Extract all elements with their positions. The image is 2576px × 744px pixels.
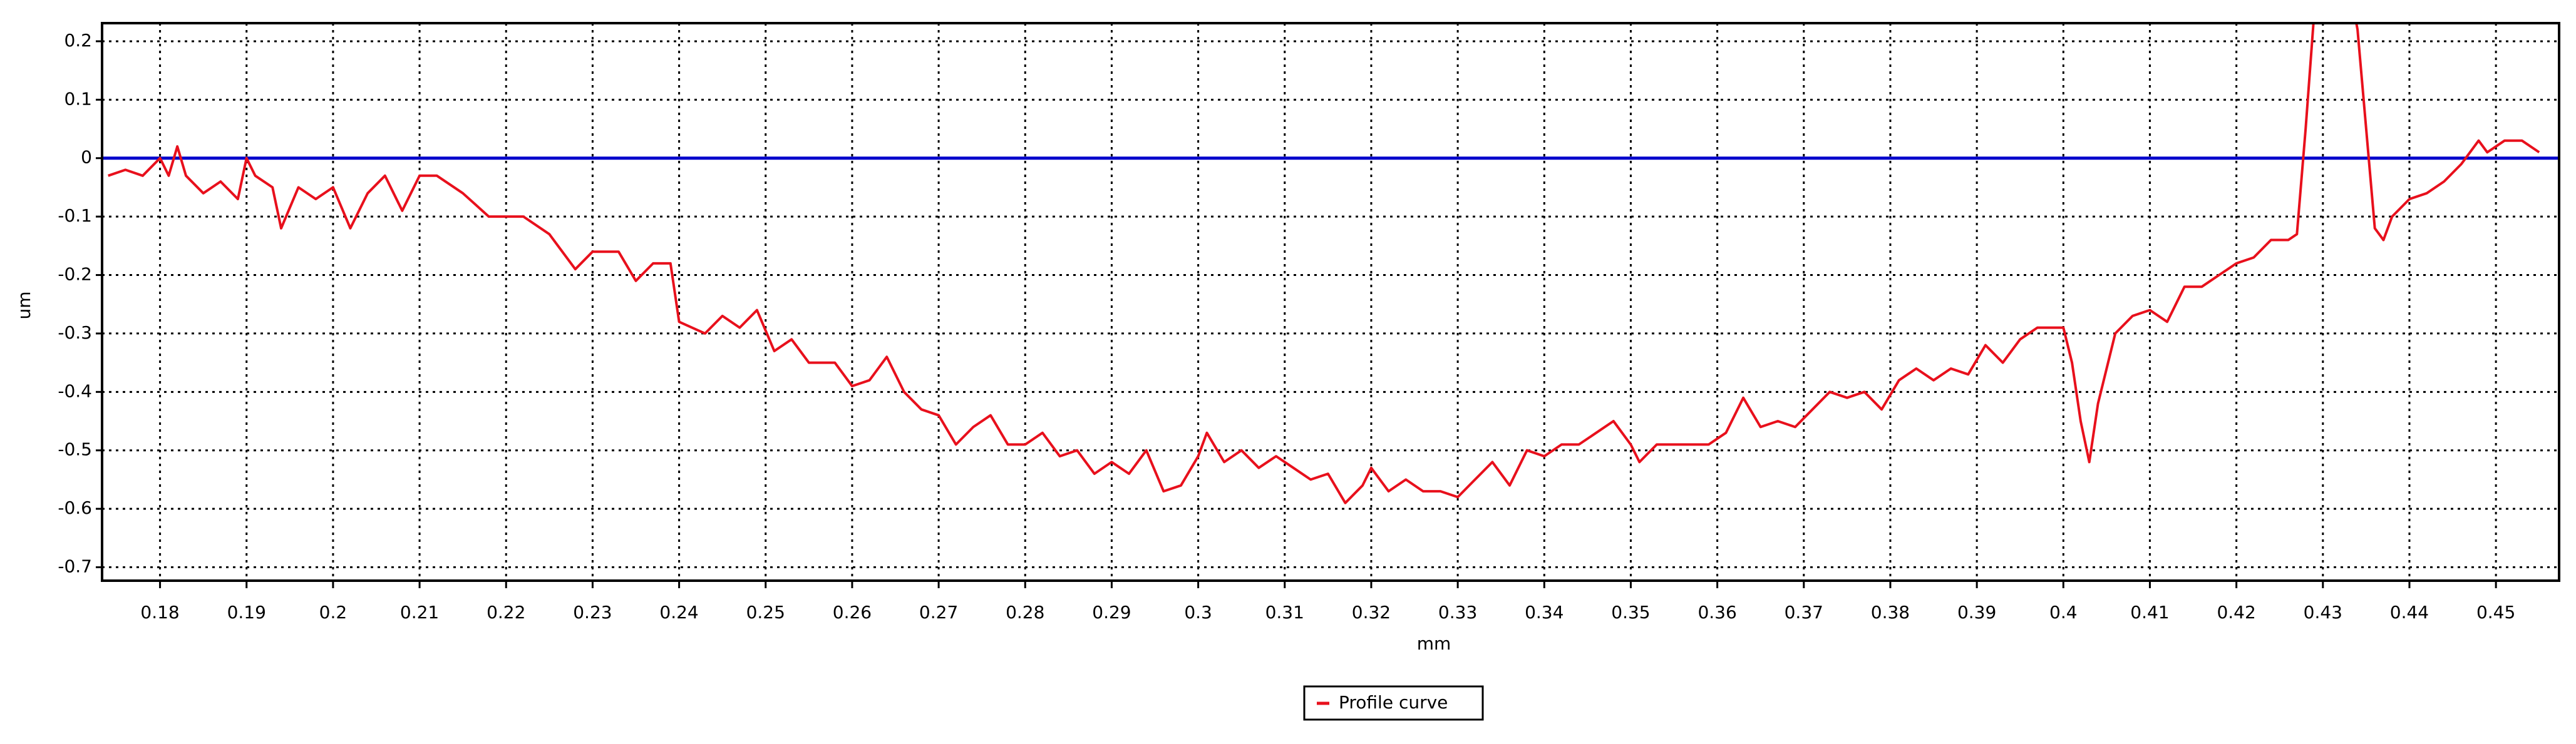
y-tick-label: 0 — [81, 147, 92, 168]
x-tick-label: 0.4 — [2049, 602, 2078, 623]
x-tick-label: 0.2 — [319, 602, 348, 623]
y-tick-label: -0.6 — [58, 497, 92, 518]
x-tick-label: 0.26 — [833, 602, 872, 623]
x-tick-label: 0.38 — [1871, 602, 1910, 623]
x-tick-label: 0.31 — [1265, 602, 1304, 623]
legend: Profile curve — [1303, 685, 1484, 721]
x-tick-label: 0.33 — [1438, 602, 1477, 623]
y-tick-label: -0.3 — [58, 322, 92, 343]
x-tick-label: 0.34 — [1525, 602, 1564, 623]
x-tick-label: 0.18 — [140, 602, 179, 623]
plot-lines — [102, 23, 2559, 504]
profile-line — [108, 23, 2540, 504]
x-tick-label: 0.29 — [1092, 602, 1131, 623]
x-tick-label: 0.27 — [919, 602, 958, 623]
x-tick-label: 0.45 — [2476, 602, 2515, 623]
x-tick-label: 0.32 — [1352, 602, 1391, 623]
x-tick-label: 0.19 — [227, 602, 266, 623]
x-tick-label: 0.37 — [1785, 602, 1823, 623]
legend-label: Profile curve — [1339, 692, 1448, 713]
y-tick-label: -0.4 — [58, 380, 92, 401]
y-tick-label: -0.1 — [58, 205, 92, 226]
y-tick-label: 0.1 — [64, 88, 92, 109]
x-tick-label: 0.23 — [573, 602, 612, 623]
x-tick-label: 0.35 — [1611, 602, 1650, 623]
x-tick-label: 0.44 — [2390, 602, 2429, 623]
x-axis-label: mm — [1417, 633, 1451, 654]
x-tick-label: 0.43 — [2304, 602, 2342, 623]
y-axis-label: um — [14, 291, 34, 319]
x-tick-label: 0.42 — [2217, 602, 2255, 623]
x-tick-label: 0.22 — [487, 602, 525, 623]
x-tick-label: 0.41 — [2130, 602, 2169, 623]
y-tick-label: -0.2 — [58, 264, 92, 285]
y-tick-label: 0.2 — [64, 30, 92, 51]
x-tick-label: 0.24 — [659, 602, 698, 623]
legend-box — [1303, 685, 1484, 721]
x-tick-label: 0.3 — [1184, 602, 1212, 623]
x-tick-label: 0.36 — [1698, 602, 1736, 623]
x-tick-label: 0.28 — [1006, 602, 1044, 623]
x-tick-label: 0.25 — [746, 602, 785, 623]
plot-frame — [101, 22, 2560, 582]
x-tick-label: 0.39 — [1957, 602, 1996, 623]
grid — [102, 23, 2559, 581]
x-tick-label: 0.21 — [400, 602, 439, 623]
y-tick-label: -0.5 — [58, 439, 92, 460]
y-tick-label: -0.7 — [58, 556, 92, 577]
